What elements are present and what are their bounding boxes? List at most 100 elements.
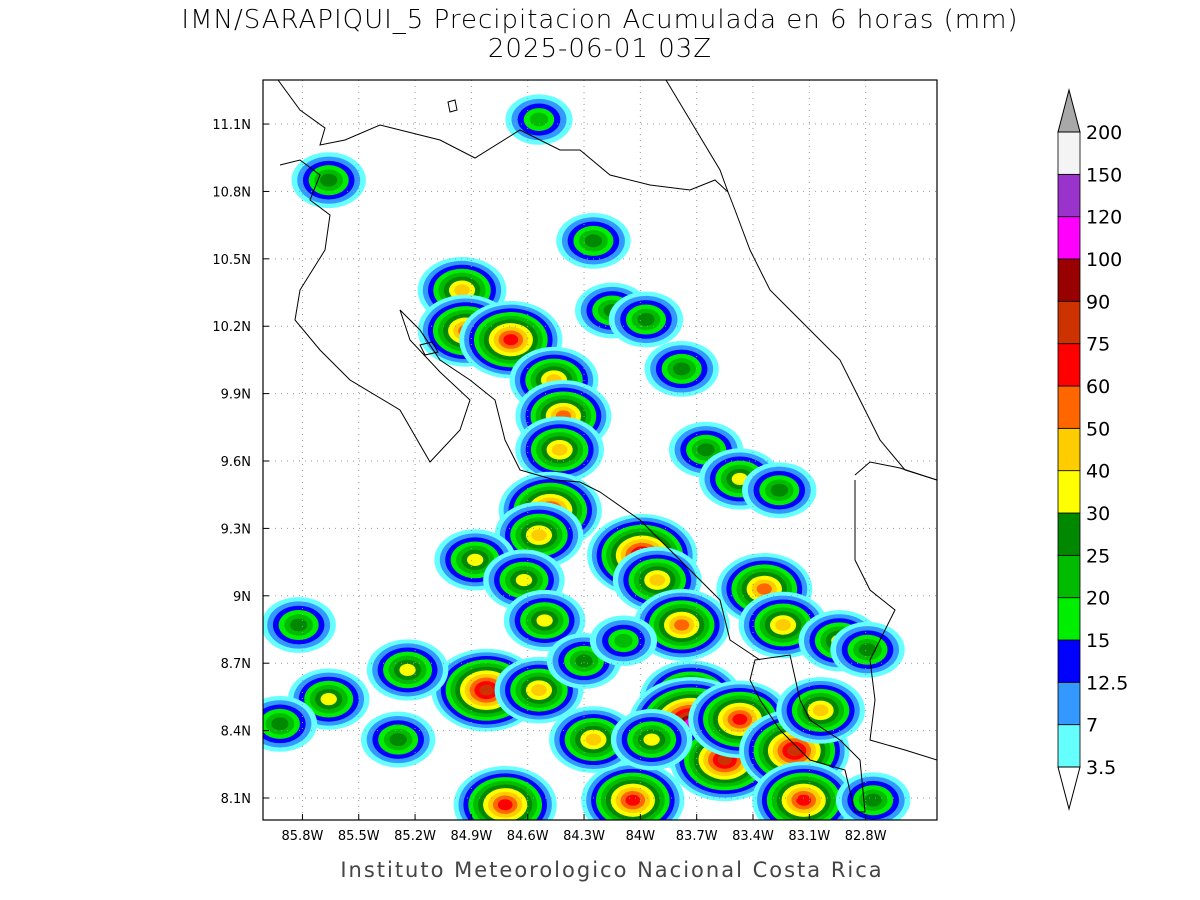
y-tick-label: 8.1N [221, 792, 251, 807]
precip-cell [479, 684, 494, 696]
colorbar-label: 25 [1086, 545, 1110, 567]
y-tick-label: 8.7N [221, 657, 251, 672]
footer: Instituto Meteorologico Nacional Costa R… [340, 858, 883, 882]
x-tick-label: 85.5W [338, 829, 380, 844]
coastlines [277, 80, 937, 813]
grid [263, 80, 937, 820]
precip-cell [389, 733, 407, 747]
colorbar-label: 75 [1086, 334, 1110, 356]
x-tick-label: 83.4W [732, 829, 774, 844]
x-tick-label: 82.8W [845, 829, 887, 844]
precip-cell [697, 443, 715, 457]
precip-field [263, 94, 911, 820]
x-tick-label: 84.3W [563, 829, 605, 844]
precip-cell [503, 334, 519, 346]
y-tick-label: 9.6N [221, 455, 251, 470]
precip-cell [643, 733, 660, 746]
colorbar-label: 50 [1086, 418, 1110, 440]
precip-cell [290, 618, 308, 632]
coastline [277, 80, 937, 481]
colorbar-box [1057, 597, 1081, 641]
precip-cell [787, 745, 802, 757]
colorbar-box [1057, 216, 1081, 260]
precip-cell [614, 633, 633, 648]
colorbar-label: 120 [1086, 207, 1122, 229]
colorbar-box [1057, 470, 1081, 514]
coastline [419, 341, 439, 356]
coastline [749, 654, 866, 813]
precip-cell [575, 654, 593, 668]
colorbar: 3.5 7 12.5 15 20 25 30 40 50 60 75 90 100 120 150 200 [1057, 88, 1128, 811]
precip-cell [466, 553, 484, 566]
x-tick-label: 83.1W [788, 829, 830, 844]
precip-cell [585, 733, 602, 746]
colorbar-under [1057, 766, 1081, 811]
colorbar-box [1057, 512, 1081, 556]
precip-cell [454, 284, 470, 297]
coastline [447, 99, 458, 113]
colorbar-box [1057, 681, 1081, 726]
colorbar-label: 200 [1086, 122, 1122, 144]
colorbar-box [1057, 427, 1081, 472]
colorbar-label: 30 [1086, 503, 1110, 525]
precip-cell [497, 799, 513, 811]
precip-cell [531, 529, 547, 542]
precip-cell [584, 234, 603, 248]
border [854, 461, 937, 481]
map-frame [262, 79, 938, 821]
precip-cell [529, 112, 549, 127]
x-tick-label: 84.6W [507, 829, 549, 844]
colorbar-box [1057, 173, 1081, 218]
precip-cell [515, 573, 533, 587]
colorbar-box [1057, 258, 1081, 302]
x-tick-label: 84.9W [450, 829, 492, 844]
precip-cell [732, 713, 748, 725]
colorbar-box [1057, 343, 1081, 387]
precip-cell [864, 793, 882, 807]
colorbar-box [1057, 639, 1081, 683]
precip-cell [637, 313, 655, 326]
colorbar-label: 7 [1086, 715, 1098, 737]
colorbar-label: 100 [1086, 249, 1122, 271]
precip-cell [756, 583, 772, 595]
colorbar-label: 60 [1086, 376, 1110, 398]
precip-cell [674, 619, 690, 631]
coastline [279, 159, 556, 481]
colorbar-box [1057, 300, 1081, 345]
y-tick-label: 10.5N [212, 253, 251, 268]
precip-cell [536, 614, 553, 627]
y-tick-label: 11.1N [212, 118, 251, 133]
colorbar-label: 12.5 [1086, 672, 1128, 694]
colorbar-box [1057, 724, 1081, 768]
y-tick-label: 9N [233, 590, 251, 605]
y-tick-label: 10.8N [212, 185, 251, 200]
x-tick-label: 85.8W [282, 829, 324, 844]
precip-cell [812, 704, 829, 717]
border [854, 480, 937, 761]
subtitle: 2025-06-01 03Z [488, 34, 712, 64]
x-tick-label: 85.2W [394, 829, 436, 844]
precip-cell [271, 717, 289, 731]
precip-cell [796, 794, 812, 806]
colorbar-box [1057, 554, 1081, 599]
colorbar-label: 40 [1086, 461, 1110, 483]
y-tick-label: 8.4N [221, 725, 251, 740]
precip-cell [625, 794, 641, 806]
axis-ticks: 85.8W 85.5W 85.2W 84.9W 84.6W 84.3W 84W 83.7W 83… [212, 118, 886, 844]
precip-cell [858, 643, 877, 657]
colorbar-box [1057, 385, 1081, 429]
precip-cell [531, 684, 547, 697]
border [554, 479, 761, 661]
precip-cell [770, 483, 788, 497]
colorbar-over [1057, 88, 1081, 133]
coastline [665, 80, 729, 193]
colorbar-label: 15 [1086, 630, 1110, 652]
x-tick-label: 84W [626, 829, 656, 844]
title: IMN/SARAPIQUI_5 Precipitacion Acumulada … [181, 5, 1018, 35]
precip-cell [673, 362, 691, 376]
precip-cell [551, 443, 568, 456]
colorbar-label: 150 [1086, 164, 1122, 186]
precip-cell [320, 173, 338, 187]
colorbar-label: 90 [1086, 291, 1110, 313]
